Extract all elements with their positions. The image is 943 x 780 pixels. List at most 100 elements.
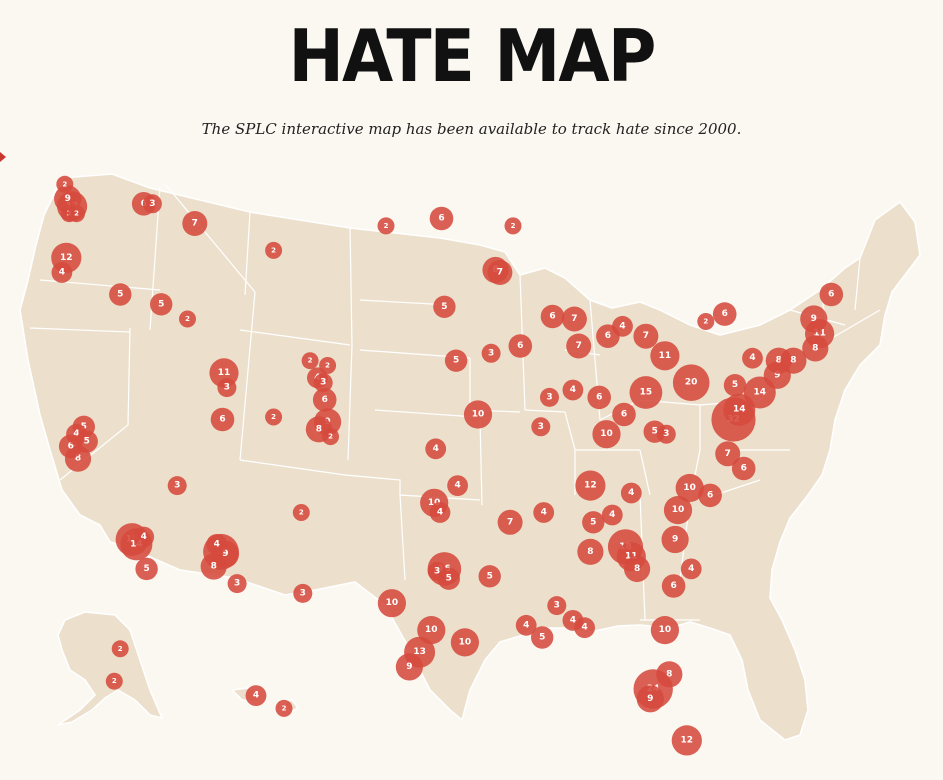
marker-circle[interactable] — [624, 555, 651, 582]
marker-circle[interactable] — [179, 310, 196, 328]
hate-group-marker[interactable]: 7 — [561, 306, 587, 332]
marker-circle[interactable] — [433, 295, 456, 318]
hate-group-marker[interactable]: 10 — [592, 420, 621, 449]
marker-circle[interactable] — [227, 574, 247, 594]
marker-circle[interactable] — [629, 376, 663, 409]
marker-circle[interactable] — [819, 282, 844, 307]
hate-group-marker[interactable]: 2 — [179, 310, 196, 328]
hate-group-marker[interactable]: 6 — [612, 402, 636, 427]
hate-group-marker[interactable]: 3 — [293, 583, 313, 603]
hate-group-marker[interactable]: 5 — [723, 374, 747, 397]
hate-group-marker[interactable]: 6 — [587, 385, 611, 410]
marker-circle[interactable] — [301, 352, 319, 370]
hate-group-marker[interactable]: 2 — [322, 428, 339, 446]
marker-circle[interactable] — [663, 496, 693, 525]
hate-group-marker[interactable]: 3 — [227, 574, 247, 594]
marker-circle[interactable] — [319, 357, 337, 374]
hate-group-marker[interactable]: 5 — [433, 295, 456, 318]
marker-circle[interactable] — [133, 526, 155, 548]
hate-group-marker[interactable]: 6 — [429, 206, 454, 231]
hate-group-marker[interactable]: 10 — [450, 628, 479, 657]
hate-group-marker[interactable]: 10 — [463, 400, 493, 429]
hate-group-marker[interactable]: 4 — [620, 482, 642, 504]
marker-circle[interactable] — [437, 567, 460, 590]
hate-group-marker[interactable]: 10 — [650, 616, 680, 645]
marker-circle[interactable] — [656, 424, 676, 444]
marker-circle[interactable] — [444, 349, 468, 372]
hate-group-marker[interactable]: 6 — [508, 334, 533, 358]
hate-group-marker[interactable]: 11 — [650, 341, 680, 371]
marker-circle[interactable] — [497, 509, 523, 535]
hate-group-marker[interactable]: 4 — [429, 502, 451, 523]
hate-group-marker[interactable]: 6 — [540, 304, 565, 329]
hate-group-marker[interactable]: 4 — [533, 502, 555, 523]
marker-circle[interactable] — [508, 334, 533, 358]
marker-circle[interactable] — [481, 343, 501, 363]
hate-group-marker[interactable]: 7 — [497, 509, 523, 535]
marker-circle[interactable] — [417, 616, 446, 645]
marker-circle[interactable] — [675, 473, 704, 503]
side-tab-marker[interactable] — [0, 152, 6, 162]
marker-circle[interactable] — [478, 565, 501, 588]
hate-group-marker[interactable]: 2 — [68, 205, 85, 223]
marker-circle[interactable] — [800, 305, 828, 333]
hate-group-marker[interactable]: 3 — [481, 343, 501, 363]
marker-circle[interactable] — [612, 402, 636, 427]
hate-group-marker[interactable]: 2 — [504, 217, 522, 235]
marker-circle[interactable] — [447, 475, 468, 496]
marker-circle[interactable] — [562, 379, 584, 401]
hate-group-marker[interactable]: 7 — [487, 260, 513, 285]
hate-group-marker[interactable]: 6 — [661, 574, 686, 598]
marker-circle[interactable] — [56, 175, 74, 193]
hate-group-marker[interactable]: 15 — [629, 376, 663, 409]
hate-group-marker[interactable]: 3 — [217, 378, 237, 398]
marker-circle[interactable] — [533, 502, 555, 523]
marker-circle[interactable] — [51, 262, 73, 283]
marker-circle[interactable] — [182, 211, 208, 236]
marker-circle[interactable] — [377, 589, 406, 618]
hate-group-marker[interactable]: 4 — [245, 685, 267, 706]
hate-group-marker[interactable]: 2 — [265, 241, 283, 259]
marker-circle[interactable] — [540, 387, 559, 407]
marker-circle[interactable] — [515, 614, 537, 636]
marker-circle[interactable] — [531, 417, 551, 437]
hate-group-marker[interactable]: 4 — [133, 526, 155, 548]
hate-group-marker[interactable]: 2 — [56, 175, 74, 193]
hate-group-marker[interactable]: 12 — [671, 725, 702, 756]
hate-group-marker[interactable]: 3 — [547, 596, 567, 616]
hate-group-marker[interactable]: 4 — [742, 347, 763, 369]
marker-circle[interactable] — [275, 699, 293, 717]
marker-circle[interactable] — [620, 482, 642, 504]
marker-circle[interactable] — [150, 293, 173, 316]
hate-group-marker[interactable]: 3 — [531, 417, 551, 437]
hate-group-marker[interactable]: 4 — [612, 315, 633, 337]
marker-circle[interactable] — [715, 441, 741, 467]
marker-circle[interactable] — [661, 525, 689, 554]
hate-group-marker[interactable]: 10 — [417, 616, 446, 645]
marker-circle[interactable] — [450, 628, 479, 657]
hate-group-marker[interactable]: 3 — [656, 424, 676, 444]
hate-group-marker[interactable]: 2 — [319, 357, 337, 374]
hate-group-marker[interactable]: 12 — [575, 470, 606, 501]
marker-circle[interactable] — [587, 385, 611, 410]
hate-group-marker[interactable]: 2 — [265, 408, 283, 426]
marker-circle[interactable] — [75, 430, 98, 453]
hate-group-marker[interactable]: 8 — [802, 335, 829, 362]
hate-group-marker[interactable]: 6 — [819, 282, 844, 307]
marker-circle[interactable] — [561, 306, 587, 332]
hate-group-marker[interactable]: 6 — [210, 407, 235, 432]
hate-group-marker[interactable]: 9 — [636, 685, 664, 713]
marker-circle[interactable] — [601, 504, 623, 526]
hate-group-marker[interactable]: 5 — [444, 349, 468, 372]
marker-circle[interactable] — [210, 407, 235, 432]
hate-group-marker[interactable]: 7 — [633, 323, 659, 349]
marker-circle[interactable] — [265, 408, 283, 426]
marker-circle[interactable] — [697, 313, 715, 330]
marker-circle[interactable] — [487, 260, 513, 285]
hate-group-marker[interactable]: 6 — [731, 456, 756, 481]
hate-group-marker[interactable]: 5 — [478, 565, 501, 588]
hate-group-marker[interactable]: 6 — [312, 388, 337, 412]
hate-group-marker[interactable]: 3 — [313, 373, 333, 393]
hate-group-marker[interactable]: 10 — [663, 496, 693, 525]
hate-group-marker[interactable]: 9 — [395, 653, 423, 681]
